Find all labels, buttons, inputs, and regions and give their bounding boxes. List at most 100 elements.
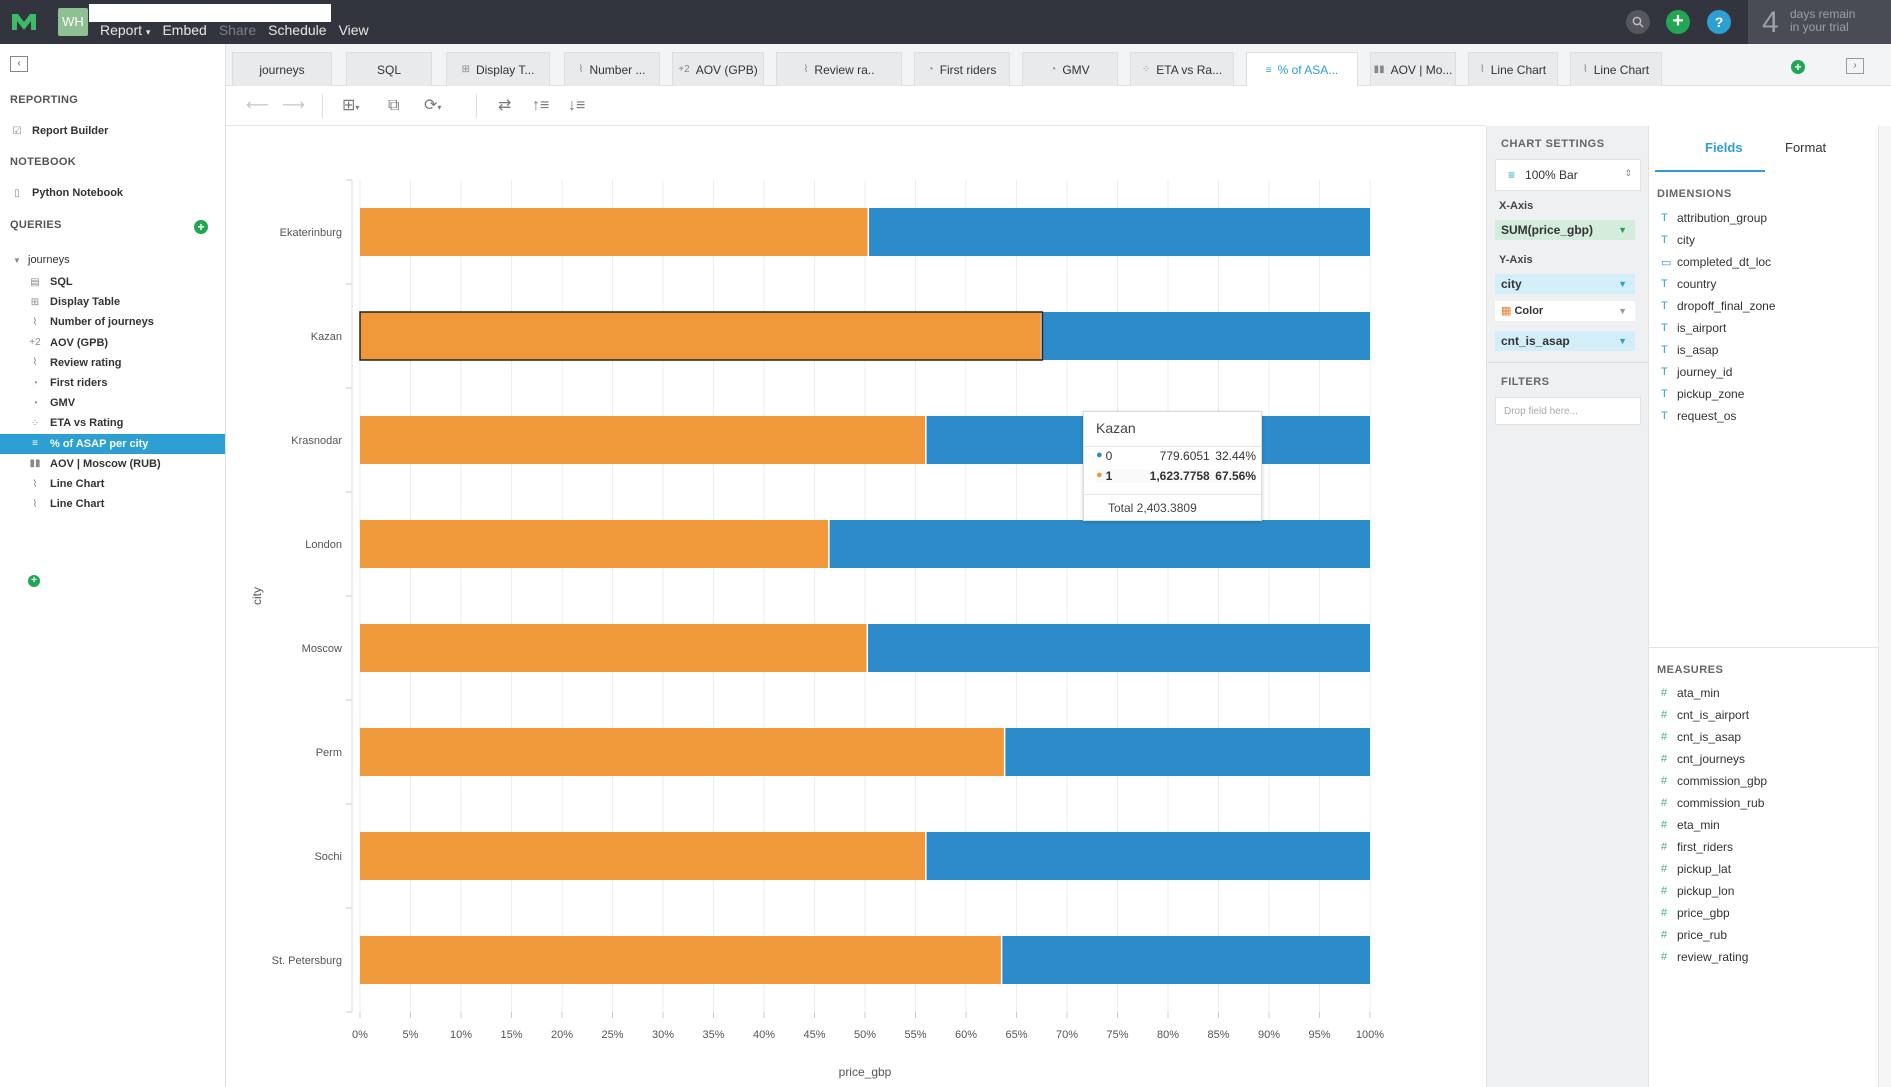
collapse-sidebar-button[interactable]: ‹ [10,56,28,72]
add-button[interactable]: + [1666,10,1690,34]
measure-field[interactable]: # cnt_is_airport [1661,707,1749,723]
query-tab[interactable]: ▮▮ AOV | Mo... [1370,52,1456,86]
expand-panel-button[interactable]: › [1846,58,1864,74]
sidebar-query-item[interactable]: ⌇ Review rating [0,353,225,373]
search-button[interactable] [1626,10,1650,34]
query-tab[interactable]: ◔ First riders [914,52,1010,86]
refresh-chart-button[interactable]: ⟳▾ [424,97,442,114]
x-tick-label: 10% [450,1029,472,1041]
sidebar-query-item[interactable]: ⊞ Display Table [0,292,225,312]
hash-icon: # [1661,819,1668,831]
query-tab[interactable]: ⌇ Review ra.. [776,52,902,86]
trial-banner[interactable]: 4 days remain in your trial [1748,0,1891,44]
measure-field[interactable]: # pickup_lon [1661,883,1734,899]
query-group-journeys[interactable]: ▼ journeys [10,249,226,271]
x-tick-label: 20% [551,1029,573,1041]
swap-axes-button[interactable]: ⇄ [498,95,511,117]
measure-field-name: price_gbp [1677,906,1730,920]
tab-fields[interactable]: Fields [1705,140,1743,155]
menu-report[interactable]: Report ▾ [100,22,151,38]
query-tab[interactable]: journeys [232,52,332,86]
chart-type-select[interactable]: ≡ 100% Bar ⇕ [1495,159,1641,191]
measure-field[interactable]: # first_riders [1661,839,1733,855]
menu-embed[interactable]: Embed [162,22,207,38]
sidebar-query-item[interactable]: ≡ % of ASAP per city [0,433,225,454]
add-query-button[interactable]: + [194,220,208,234]
caret-down-icon: ▼ [13,255,21,265]
filters-drop-zone[interactable]: Drop field here... [1495,397,1641,425]
x-axis-field-pill[interactable]: SUM(price_gbp) ▼ [1495,220,1635,240]
y-axis-field-pill[interactable]: city ▼ [1495,274,1635,294]
dimension-field[interactable]: ▭ completed_dt_loc [1661,254,1771,270]
color-encoding-select[interactable]: ▦ Color ▼ [1495,301,1635,321]
menu-share: Share [218,22,257,38]
query-tab[interactable]: ⊞ Display T... [446,52,550,86]
sidebar-query-item[interactable]: ▮▮ AOV | Moscow (RUB) [0,454,225,474]
sidebar-query-item[interactable]: ⌇ Line Chart [0,474,225,494]
line-chart-icon: ⌇ [32,498,38,510]
query-tab[interactable]: ≡ % of ASA... [1246,52,1358,87]
query-tab[interactable]: ⌇ Line Chart [1570,52,1662,86]
sidebar-query-item[interactable]: ⌇ Line Chart [0,494,225,514]
measure-field[interactable]: # ata_min [1661,685,1720,701]
sidebar-query-item[interactable]: ◔ GMV [0,393,225,413]
query-tab[interactable]: +2 AOV (GPB) [672,52,764,86]
sidebar-query-item[interactable]: +2 AOV (GPB) [0,333,225,353]
x-tick-label: 30% [652,1029,674,1041]
sidebar-query-item[interactable]: ⁘ ETA vs Rating [0,413,225,433]
table-icon: ⊞ [461,64,470,75]
line-chart-icon: ⌇ [32,478,38,490]
measure-field[interactable]: # commission_rub [1661,795,1764,811]
sort-ascending-button[interactable]: ↑≡ [532,95,549,117]
app-logo[interactable] [10,10,38,34]
menu-view[interactable]: View [338,22,369,38]
color-field-pill[interactable]: cnt_is_asap ▼ [1495,331,1635,351]
add-widget-button[interactable]: ⧉ [388,95,399,117]
undo-button[interactable]: ⟵ [246,95,269,117]
query-tab[interactable]: ◔ GMV [1022,52,1118,86]
sidebar-item-python-notebook[interactable]: ▯ Python Notebook [10,182,226,204]
measure-field[interactable]: # price_gbp [1661,905,1730,921]
x-tick-label: 70% [1056,1029,1078,1041]
sidebar-query-item[interactable]: ◔ First riders [0,373,225,393]
measure-field[interactable]: # cnt_journeys [1661,751,1745,767]
workspace-name-field[interactable] [89,4,331,22]
help-button[interactable]: ? [1707,10,1731,34]
sort-descending-button[interactable]: ↓≡ [568,95,585,117]
add-tab-button[interactable]: + [1791,60,1805,74]
measure-field[interactable]: # price_rub [1661,927,1727,943]
workspace-avatar[interactable]: WH [58,8,88,36]
measure-field[interactable]: # eta_min [1661,817,1720,833]
query-tab[interactable]: ⁘ ETA vs Ra... [1130,52,1234,86]
measure-field[interactable]: # cnt_is_asap [1661,729,1741,745]
redo-button[interactable]: ⟶ [282,95,305,117]
x-tick-label: 35% [702,1029,724,1041]
right-scrollbar[interactable] [1878,126,1891,1087]
toolbar-divider [476,94,477,118]
sidebar-query-item[interactable]: ⌇ Number of journeys [0,312,225,332]
add-chart-button[interactable]: + [28,575,40,587]
sidebar-item-report-builder[interactable]: ☑ Report Builder [10,120,226,142]
measure-field[interactable]: # review_rating [1661,949,1748,965]
menu-schedule[interactable]: Schedule [268,22,327,38]
query-tab[interactable]: ⌇ Line Chart [1468,52,1558,86]
query-tab[interactable]: ⌇ Number ... [564,52,660,86]
query-tab[interactable]: SQL [346,52,432,86]
sidebar-query-item[interactable]: ▤ SQL [0,272,225,292]
tab-label: Line Chart [1593,62,1650,77]
measure-field[interactable]: # commission_gbp [1661,773,1767,789]
column-icon: ▮▮ [29,458,41,470]
add-chart-type-button[interactable]: ⊞▾ [342,97,360,114]
tab-format[interactable]: Format [1785,140,1827,155]
measure-field[interactable]: # pickup_lat [1661,861,1731,877]
dimension-field-name: city [1677,233,1695,247]
